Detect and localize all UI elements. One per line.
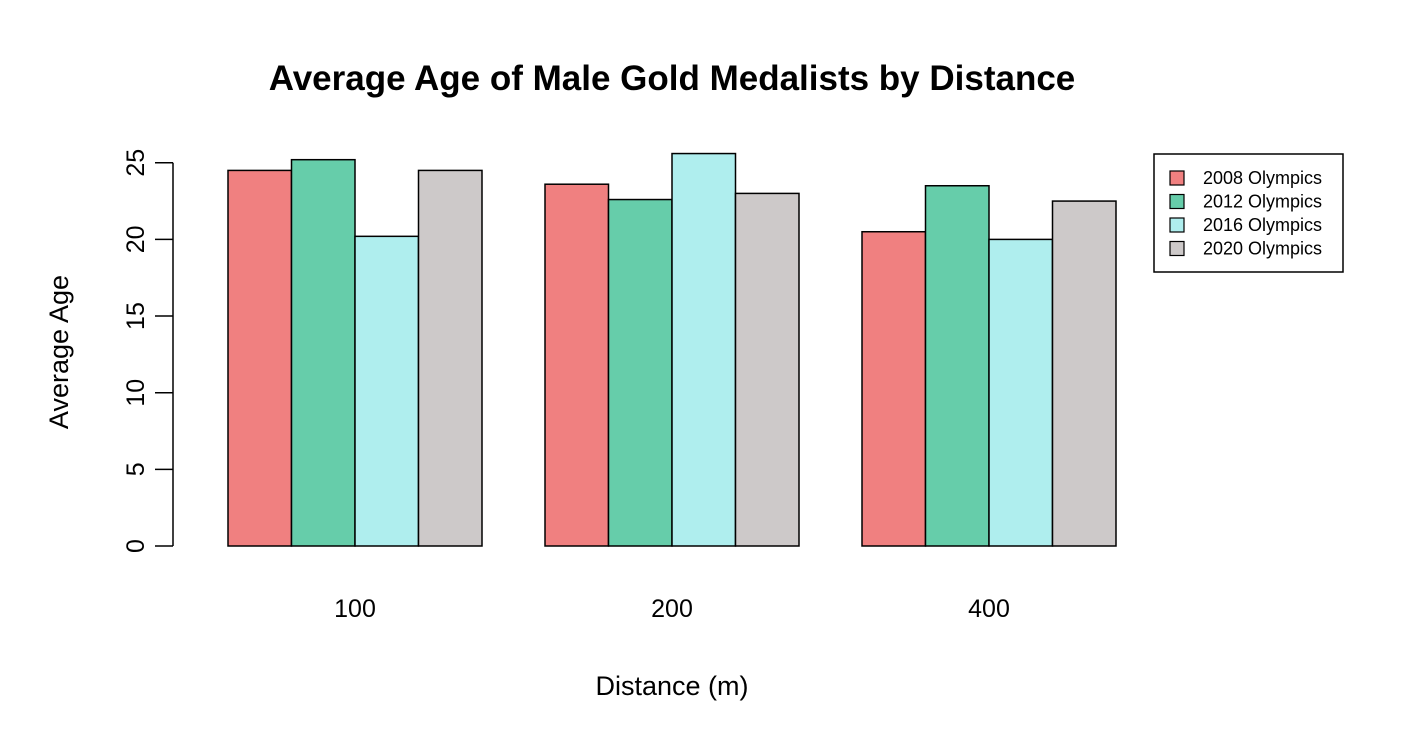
bar xyxy=(417,169,483,547)
bar xyxy=(861,230,927,547)
legend-swatch xyxy=(1169,217,1185,233)
legend-box xyxy=(1153,153,1344,273)
bar xyxy=(924,184,990,547)
y-tick-label: 5 xyxy=(122,462,150,476)
legend-label: 2012 Olympics xyxy=(1203,192,1322,212)
bar xyxy=(354,235,420,547)
bars-group xyxy=(227,152,1117,547)
legend-swatch xyxy=(1169,240,1185,257)
y-tick-label: 25 xyxy=(122,149,150,177)
y-tick-label: 20 xyxy=(122,225,150,253)
x-tick-label: 100 xyxy=(334,595,376,623)
x-tick-labels: 100 200 400 xyxy=(334,595,1010,623)
y-tick-label: 10 xyxy=(122,379,150,407)
legend-label: 2016 Olympics xyxy=(1203,215,1322,235)
chart-title: Average Age of Male Gold Medalists by Di… xyxy=(269,59,1076,98)
x-axis-label: Distance (m) xyxy=(595,671,748,701)
y-tick-label: 0 xyxy=(122,539,150,553)
bar xyxy=(544,183,610,547)
x-tick-label: 400 xyxy=(968,595,1010,623)
y-axis: 0 5 10 15 20 25 xyxy=(122,149,174,553)
legend-swatch xyxy=(1169,193,1185,210)
x-tick-label: 200 xyxy=(651,595,693,623)
y-tick-label: 15 xyxy=(122,302,150,330)
bar xyxy=(1051,200,1117,547)
legend: 2008 Olympics 2012 Olympics 2016 Olympics 2… xyxy=(1153,153,1344,273)
legend-label: 2008 Olympics xyxy=(1203,168,1322,188)
legend-swatch xyxy=(1169,170,1185,186)
bar xyxy=(227,169,293,547)
bar xyxy=(988,238,1054,547)
bar xyxy=(671,152,737,547)
y-axis-label: Average Age xyxy=(44,275,74,429)
legend-label: 2020 Olympics xyxy=(1203,239,1322,259)
bar xyxy=(290,158,356,547)
bar xyxy=(734,192,800,547)
bar xyxy=(607,198,673,547)
